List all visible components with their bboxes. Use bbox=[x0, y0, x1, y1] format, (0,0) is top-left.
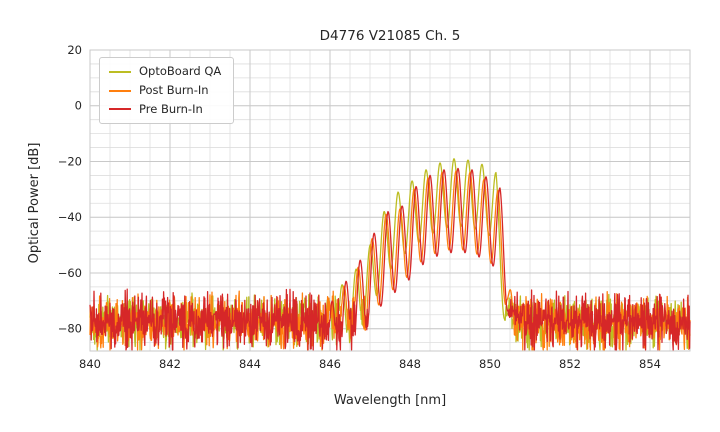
svg-text:−40: −40 bbox=[58, 210, 82, 224]
legend-swatch bbox=[109, 108, 131, 111]
chart-title: D4776 V21085 Ch. 5 bbox=[320, 28, 461, 44]
series-lines bbox=[89, 158, 691, 351]
legend-item-optoboard-qa: OptoBoard QA bbox=[109, 64, 222, 79]
legend-item-pre-burn-in: Pre Burn-In bbox=[109, 101, 221, 117]
x-tick-labels: 840 842 844 846 848 850 852 854 bbox=[79, 357, 661, 371]
legend: OptoBoard QA Post Burn-In Pre Burn-In bbox=[99, 57, 235, 125]
legend-swatch bbox=[109, 89, 131, 92]
svg-text:848: 848 bbox=[399, 357, 421, 371]
svg-text:854: 854 bbox=[639, 357, 661, 371]
y-tick-labels: 20 0 −20 −40 −60 −80 bbox=[58, 43, 82, 336]
x-axis-label: Wavelength [nm] bbox=[334, 393, 446, 408]
svg-text:844: 844 bbox=[239, 357, 261, 371]
axes-border bbox=[89, 49, 691, 352]
svg-text:−60: −60 bbox=[58, 266, 82, 280]
series-line bbox=[89, 167, 691, 351]
legend-swatch bbox=[109, 70, 131, 73]
svg-text:846: 846 bbox=[319, 357, 341, 371]
legend-label: Post Burn-In bbox=[139, 82, 209, 97]
svg-text:840: 840 bbox=[79, 357, 101, 371]
svg-text:−20: −20 bbox=[58, 154, 82, 168]
svg-text:850: 850 bbox=[479, 357, 501, 371]
legend-label: OptoBoard QA bbox=[139, 64, 222, 78]
svg-text:0: 0 bbox=[75, 99, 82, 113]
legend-label: Pre Burn-In bbox=[139, 101, 203, 116]
svg-text:852: 852 bbox=[559, 357, 581, 371]
svg-text:20: 20 bbox=[67, 43, 82, 57]
svg-text:842: 842 bbox=[159, 357, 181, 371]
y-axis-label: Optical Power [dB] bbox=[27, 143, 42, 264]
svg-text:−80: −80 bbox=[58, 322, 82, 336]
legend-item-post-burn-in: Post Burn-In bbox=[109, 82, 221, 98]
